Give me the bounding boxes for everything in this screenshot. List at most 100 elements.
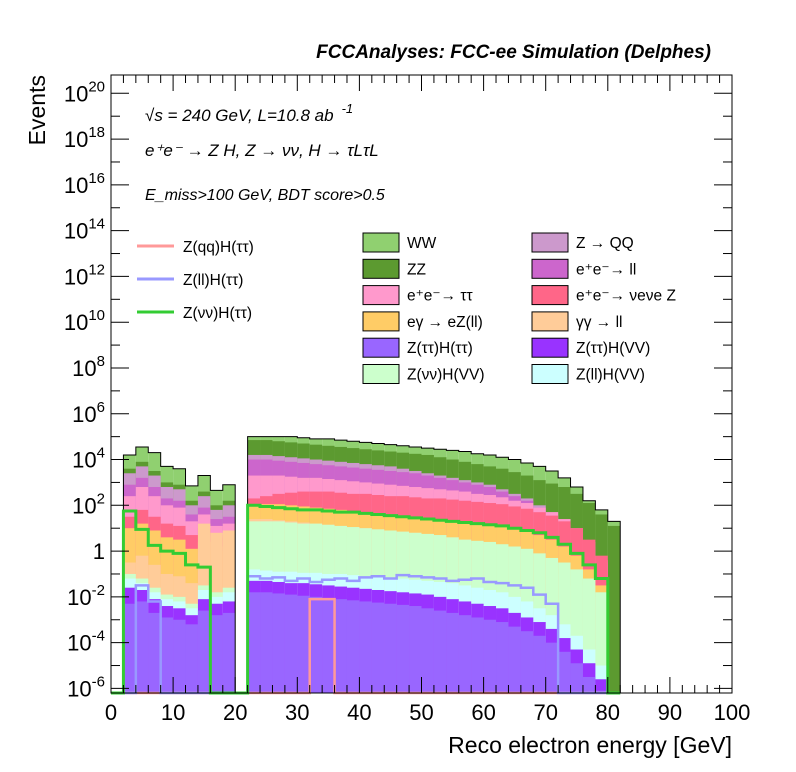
legend-label: Z(νν)H(VV) <box>407 367 485 384</box>
x-axis-label: Reco electron energy [GeV] <box>448 732 732 758</box>
bar <box>309 596 323 693</box>
bar <box>272 593 285 693</box>
bar <box>545 642 559 693</box>
bar <box>533 635 546 693</box>
bar <box>607 525 621 693</box>
legend-box-swatch <box>531 364 569 384</box>
y-tick-label: 10-4 <box>67 628 105 656</box>
plot-area <box>111 436 621 695</box>
bar <box>135 601 149 693</box>
bar <box>496 622 509 693</box>
legend-label: WW <box>407 235 437 252</box>
legend-box-swatch <box>531 337 569 358</box>
bar <box>409 606 422 693</box>
x-tick-label: 70 <box>533 700 557 725</box>
annotation-process: e⁺e⁻ → Z H, Z → νν, H → τLτL <box>145 141 379 160</box>
bar <box>197 610 211 693</box>
legend-box-swatch <box>531 258 569 279</box>
x-tick-label: 10 <box>161 700 185 725</box>
bar <box>458 615 472 693</box>
x-tick-label: 30 <box>285 700 309 725</box>
x-tick-label: 20 <box>223 700 247 725</box>
legend-label: Z(qq)H(ττ) <box>183 239 254 256</box>
legend-label: Z(νν)H(ττ) <box>183 305 252 322</box>
bar <box>570 663 583 693</box>
bar <box>247 592 261 693</box>
bar <box>359 601 372 693</box>
bar <box>222 612 236 693</box>
annotations: √s = 240 GeV, L=10.8 ab -1 e⁺e⁻ → Z H, Z … <box>145 101 385 204</box>
legend-label: Z(ττ)H(VV) <box>576 340 650 357</box>
legend-label: e⁺e⁻→ ττ <box>407 288 473 305</box>
series-z-h <box>123 592 608 693</box>
legend-box-swatch <box>362 337 400 358</box>
legend: Z(qq)H(ττ) Z(ll)H(ττ) Z(νν)H(ττ) WW ZZ e⁺e⁻→ … <box>137 232 676 384</box>
x-tick-label: 40 <box>347 700 371 725</box>
legend-box-swatch <box>362 258 400 279</box>
bar <box>595 679 608 693</box>
bar <box>210 615 223 693</box>
y-tick-label: 102 <box>72 490 105 518</box>
x-tick-label: 0 <box>105 700 117 725</box>
bar <box>173 619 186 693</box>
x-tick-label: 50 <box>409 700 433 725</box>
y-tick-label: 1018 <box>64 124 105 152</box>
x-tick-label: 80 <box>596 700 620 725</box>
bar <box>148 612 161 693</box>
y-tick-label: 108 <box>72 353 105 381</box>
bar <box>284 594 298 693</box>
legend-box-swatch <box>362 311 400 332</box>
y-tick-label: 104 <box>72 445 105 473</box>
legend-label: e⁺e⁻→ ll <box>576 261 636 278</box>
legend-box-swatch <box>362 285 400 306</box>
y-tick-label: 106 <box>72 399 105 427</box>
bar <box>123 603 136 693</box>
legend-label: Z(ll)H(ττ) <box>183 272 243 289</box>
bar <box>471 617 484 693</box>
legend-label: Z(ll)H(VV) <box>576 367 645 384</box>
bar <box>446 612 459 693</box>
x-tick-label: 100 <box>714 700 751 725</box>
legend-label: Z(ττ)H(ττ) <box>407 340 473 357</box>
legend-box-swatch <box>531 285 569 306</box>
y-tick-label: 1016 <box>64 170 105 198</box>
annotation-energy: √s = 240 GeV, L=10.8 ab -1 <box>145 101 353 125</box>
bar <box>558 651 571 693</box>
bar <box>582 676 596 693</box>
bar <box>396 604 410 693</box>
line-znn-htt <box>111 503 621 695</box>
bar <box>297 595 310 693</box>
legend-label: eγ → eZ(ll) <box>407 314 483 331</box>
bar <box>371 602 385 693</box>
bar <box>421 608 434 693</box>
legend-box-swatch <box>362 232 400 253</box>
legend-label: ZZ <box>407 261 426 278</box>
y-tick-label: 10-6 <box>67 673 105 701</box>
y-tick-label: 1014 <box>64 216 105 244</box>
legend-box-swatch <box>362 364 400 384</box>
y-tick-label: 1 <box>93 539 105 564</box>
y-tick-label: 1020 <box>64 78 105 106</box>
bar <box>185 624 198 693</box>
bar <box>346 600 360 693</box>
bar <box>160 617 174 693</box>
x-tick-label: 60 <box>471 700 495 725</box>
annotation-selection: E_miss>100 GeV, BDT score>0.5 <box>145 187 385 204</box>
axes: 0 10 20 30 40 50 60 70 80 90 10010-610-410-2110210… <box>64 75 751 725</box>
bar <box>508 626 521 693</box>
legend-box-swatch <box>531 232 569 253</box>
y-tick-label: 1012 <box>64 261 105 289</box>
stack-envelope <box>111 436 621 694</box>
bar <box>384 603 397 693</box>
legend-box-swatch <box>531 311 569 332</box>
legend-label: γγ → ll <box>576 314 623 331</box>
bar <box>433 610 447 693</box>
bar <box>520 631 534 693</box>
y-axis-label: Events <box>24 75 50 145</box>
bar <box>334 599 347 693</box>
bar <box>322 598 335 693</box>
legend-label: e⁺e⁻→ νeνe Z <box>576 288 676 305</box>
annotation-energy-text: √s = 240 GeV, L=10.8 ab <box>145 106 334 125</box>
bar <box>483 619 497 693</box>
